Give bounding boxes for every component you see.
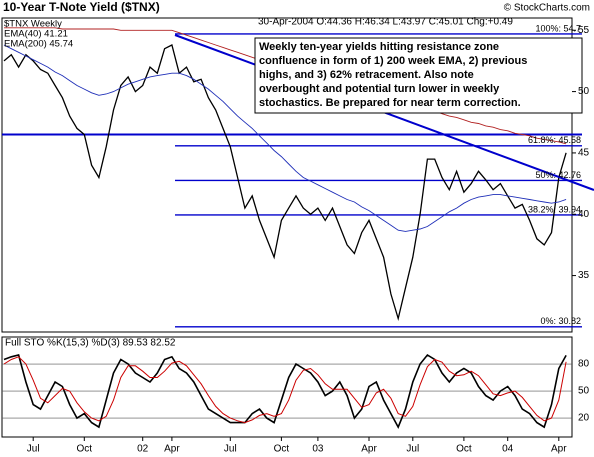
x-tick-label: Oct <box>77 444 93 455</box>
x-tick-label: 03 <box>312 444 324 455</box>
retracement-label: 38.2%: 39.94 <box>528 204 581 214</box>
chart-title: 10-Year T-Note Yield ($TNX) <box>3 0 160 14</box>
series-line <box>3 44 567 322</box>
y-tick-label: 55 <box>578 25 590 36</box>
series-line <box>3 353 567 429</box>
annotation-line: highs, and 3) 62% retracement. Also note <box>259 69 474 81</box>
series-line <box>3 44 567 232</box>
legend-label: EMA(200) 45.74 <box>4 39 73 50</box>
x-tick-label: Jul <box>27 444 40 455</box>
retracement-label: 100%: 54.7 <box>535 23 581 33</box>
x-tick-label: 04 <box>502 444 514 455</box>
legend-label: $TNX Weekly <box>4 19 62 30</box>
x-tick-label: Oct <box>456 444 472 455</box>
y-tick-label: 50 <box>578 386 590 397</box>
x-tick-label: Apr <box>164 444 180 455</box>
y-tick-label: 45 <box>578 148 590 159</box>
retracement-label: 61.8%: 45.58 <box>528 135 581 145</box>
y-tick-label: 35 <box>578 270 590 281</box>
legend-label: EMA(40) 41.21 <box>4 29 68 40</box>
annotation-line: overbought and potential turn lower in w… <box>259 83 500 95</box>
stochastic-title: Full STO %K(15,3) %D(3) 89.53 82.52 <box>5 338 176 349</box>
retracement-label: 50%: 42.76 <box>535 170 581 180</box>
annotation-box <box>254 37 583 114</box>
x-tick-label: Apr <box>361 444 377 455</box>
annotation-line: confluence in form of 1) 200 week EMA, 2… <box>259 55 527 67</box>
y-tick-label: 40 <box>578 209 590 220</box>
retracement-label: 0%: 30.82 <box>540 316 581 326</box>
chart-subtitle: 30-Apr-2004 O:44.36 H:46.34 L:43.97 C:45… <box>258 17 513 28</box>
lines-layer <box>2 27 582 429</box>
x-tick-label: Jul <box>406 444 419 455</box>
annotation-line: stochastics. Be prepared for near term c… <box>259 97 521 109</box>
x-tick-label: Oct <box>274 444 290 455</box>
annotation-line: Weekly ten-year yields hitting resistanc… <box>259 41 499 53</box>
source: © StockCharts.com <box>504 3 590 14</box>
stochastic-panel <box>1 336 573 438</box>
x-tick-label: Apr <box>551 444 567 455</box>
y-tick-label: 80 <box>578 359 590 370</box>
series-line <box>3 356 567 424</box>
x-tick-label: Jul <box>224 444 237 455</box>
x-tick-label: 02 <box>137 444 149 455</box>
y-tick-label: 50 <box>578 86 590 97</box>
y-tick-label: 20 <box>578 413 590 424</box>
